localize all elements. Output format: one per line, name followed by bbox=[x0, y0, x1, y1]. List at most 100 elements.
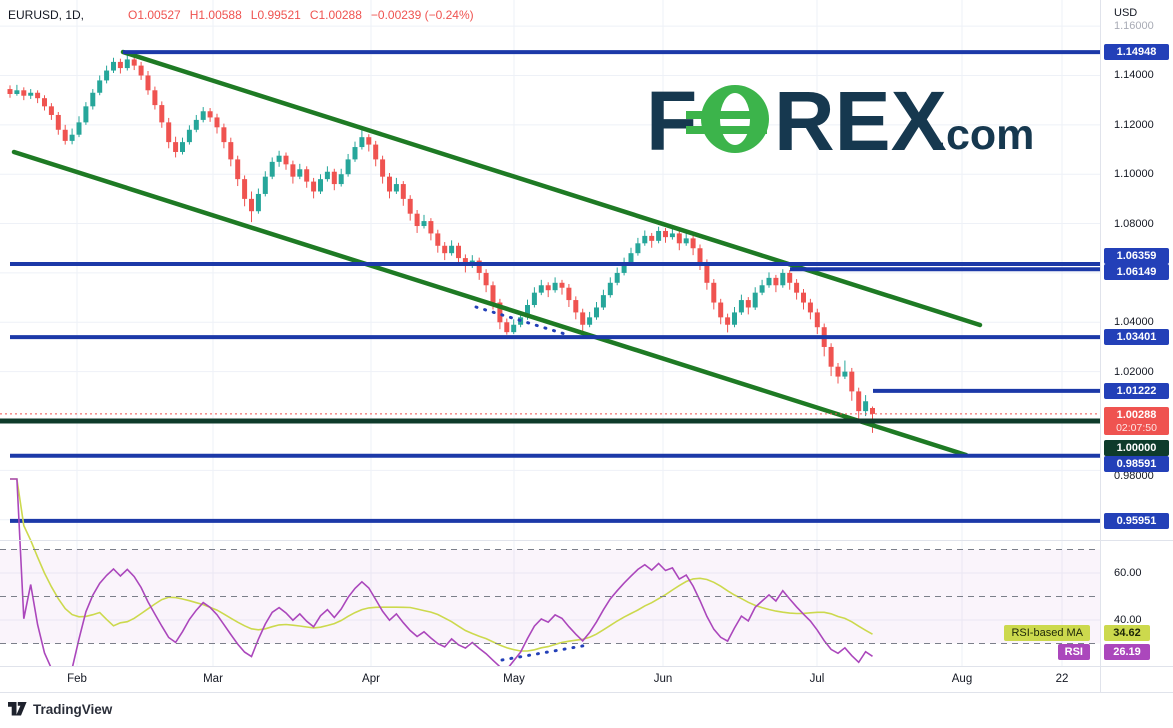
trendline[interactable] bbox=[11, 149, 969, 458]
candle-body bbox=[228, 142, 234, 160]
candle-body bbox=[235, 159, 241, 180]
candle-body bbox=[28, 92, 34, 96]
level-price-badge: 0.98591 bbox=[1104, 456, 1169, 472]
candle-body bbox=[207, 111, 213, 118]
candle-body bbox=[849, 371, 855, 392]
candle-body bbox=[559, 282, 565, 288]
level-price-badge: 1.06359 bbox=[1104, 248, 1169, 264]
watermark-com: .com bbox=[934, 111, 1034, 159]
watermark-letter-f: F bbox=[646, 74, 697, 168]
candle-body bbox=[856, 391, 862, 412]
candle-body bbox=[504, 322, 510, 333]
time-axis-top-border bbox=[0, 666, 1173, 667]
level-price-badge: 1.06149 bbox=[1104, 264, 1169, 280]
ohlc-high: H1.00588 bbox=[189, 8, 242, 22]
watermark-euro-bar bbox=[686, 111, 767, 119]
price-axis[interactable]: USD 1.16000 1.14000 1.12000 1.10000 1.08000 1… bbox=[1100, 0, 1173, 692]
candle-body bbox=[159, 105, 165, 123]
candle-body bbox=[421, 221, 427, 227]
candle-body bbox=[656, 230, 662, 241]
candle-body bbox=[62, 129, 68, 141]
candle-body bbox=[324, 171, 330, 180]
watermark-euro-bar bbox=[686, 126, 767, 134]
candle-body bbox=[476, 260, 482, 273]
candle-body bbox=[173, 142, 179, 152]
rsi-ma-value-badge: 34.62 bbox=[1104, 624, 1150, 641]
candle-body bbox=[580, 312, 586, 325]
level-price-badge: 0.95951 bbox=[1104, 512, 1169, 529]
candle-countdown: 02:07:50 bbox=[1116, 422, 1157, 434]
dotted-trendline[interactable] bbox=[474, 305, 567, 336]
legend: EURUSD, 1D, O1.00527 H1.00588 L0.99521 C1.00… bbox=[8, 8, 483, 22]
rsi-ma-label-badge[interactable]: RSI-based MA bbox=[1004, 625, 1090, 641]
candle-body bbox=[801, 292, 806, 303]
candle-body bbox=[676, 233, 682, 244]
candle-body bbox=[738, 300, 744, 313]
candle-body bbox=[380, 159, 386, 177]
candle-body bbox=[35, 92, 41, 99]
candle-body bbox=[538, 285, 544, 293]
candle-body bbox=[138, 65, 144, 76]
candle-body bbox=[718, 302, 724, 318]
candle-body bbox=[752, 292, 758, 308]
candle-body bbox=[745, 300, 751, 308]
candle-body bbox=[566, 287, 572, 301]
candle-body bbox=[83, 106, 89, 123]
candle-body bbox=[870, 407, 875, 414]
candle-body bbox=[255, 193, 261, 212]
price-tick-label: 1.14000 bbox=[1114, 69, 1154, 82]
candle-body bbox=[773, 277, 779, 286]
candle-body bbox=[814, 312, 820, 328]
dotted-trendline[interactable] bbox=[500, 643, 590, 662]
candle-body bbox=[21, 90, 27, 96]
trendline[interactable] bbox=[120, 49, 983, 328]
symbol-title[interactable]: EURUSD, 1D, bbox=[8, 8, 85, 22]
candle-body bbox=[725, 317, 731, 325]
candle-body bbox=[835, 366, 841, 377]
candle-body bbox=[366, 137, 372, 145]
price-tick-label: 1.04000 bbox=[1114, 316, 1154, 329]
candle-body bbox=[545, 285, 551, 291]
rsi-line bbox=[10, 478, 873, 690]
candle-body bbox=[242, 179, 248, 199]
candle-body bbox=[435, 233, 441, 246]
time-axis-label: May bbox=[503, 673, 525, 685]
candle-body bbox=[7, 89, 13, 94]
candle-body bbox=[635, 243, 641, 254]
candle-body bbox=[193, 119, 199, 130]
candle-body bbox=[766, 277, 772, 286]
candle-body bbox=[131, 59, 137, 66]
watermark-rex: REX bbox=[774, 74, 947, 168]
ohlc-low: L0.99521 bbox=[250, 8, 301, 22]
candle-body bbox=[249, 198, 254, 212]
tradingview-attribution[interactable]: TradingView bbox=[8, 701, 112, 717]
candle-body bbox=[794, 282, 800, 293]
rsi-label-badge[interactable]: RSI bbox=[1057, 644, 1090, 660]
price-tick-label: 1.08000 bbox=[1114, 217, 1154, 230]
candle-body bbox=[449, 245, 455, 254]
rsi-tick-label: 60.00 bbox=[1114, 567, 1142, 579]
candle-body bbox=[759, 285, 765, 293]
candle-body bbox=[90, 92, 96, 107]
candle-body bbox=[456, 245, 461, 259]
price-chart-canvas[interactable]: F REX.com bbox=[0, 0, 1100, 692]
candle-body bbox=[214, 117, 220, 128]
candle-body bbox=[145, 75, 151, 91]
candle-body bbox=[483, 272, 489, 286]
pane-separator[interactable] bbox=[0, 540, 1173, 541]
candle-body bbox=[117, 61, 123, 69]
time-axis-label: Apr bbox=[362, 673, 380, 685]
candle-body bbox=[600, 295, 606, 308]
price-tick-label: 1.12000 bbox=[1114, 118, 1154, 131]
candle-body bbox=[462, 258, 468, 266]
time-axis[interactable]: Feb Mar Apr May Jun Jul Aug 22 bbox=[0, 667, 1100, 692]
candle-body bbox=[511, 324, 517, 333]
candle-body bbox=[711, 282, 717, 303]
time-axis-label: Aug bbox=[951, 673, 973, 685]
candle-body bbox=[186, 129, 192, 143]
candle-body bbox=[552, 282, 558, 291]
candle-body bbox=[359, 137, 365, 148]
candle-body bbox=[683, 238, 689, 244]
candle-body bbox=[642, 235, 648, 244]
candle-body bbox=[221, 127, 227, 143]
